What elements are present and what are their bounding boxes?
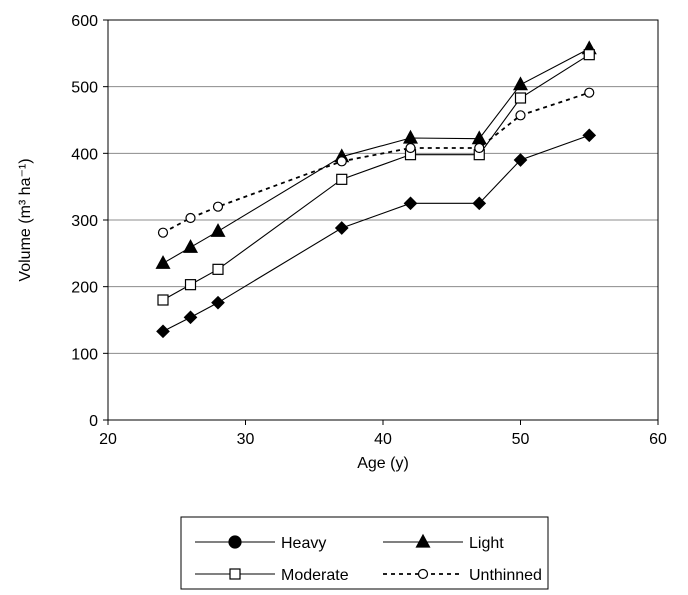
y-tick-label: 300 <box>71 213 98 230</box>
data-point-light <box>155 255 171 269</box>
data-point-unthinned <box>212 201 224 212</box>
series-line-heavy <box>162 134 590 332</box>
gridlines <box>108 19 658 354</box>
legend-label-unthinned: Unthinned <box>469 567 542 584</box>
data-point-unthinned <box>336 156 347 167</box>
y-tick-label: 600 <box>71 13 98 30</box>
series-line-light <box>162 48 590 264</box>
x-tick-label: 50 <box>512 431 530 448</box>
data-point-unthinned <box>185 212 196 224</box>
y-axis-label: Volume (m³ ha⁻¹) <box>17 158 34 281</box>
data-point-light <box>512 76 529 91</box>
series-line-moderate <box>162 54 590 301</box>
legend-item-moderate: Moderate <box>195 567 349 584</box>
series-moderate <box>157 49 595 306</box>
data-point-heavy <box>211 295 225 310</box>
axis-ticks: 0 100 200 300 400 500 600 20 30 40 50 60 <box>71 13 667 448</box>
data-point-heavy <box>156 324 170 339</box>
legend-label-heavy: Heavy <box>281 535 326 552</box>
x-axis-label: Age (y) <box>357 455 409 472</box>
data-point-moderate <box>184 279 197 291</box>
y-tick-label: 100 <box>71 346 98 363</box>
x-tick-label: 60 <box>649 431 667 448</box>
x-tick-label: 30 <box>237 431 255 448</box>
legend-marker-unthinned <box>417 568 429 580</box>
y-tick-label: 500 <box>71 80 98 97</box>
series-heavy <box>156 128 597 339</box>
legend-marker-moderate <box>229 568 241 580</box>
legend-item-heavy: Heavy <box>195 535 326 552</box>
data-point-light <box>182 239 199 253</box>
y-tick-label: 0 <box>89 413 98 430</box>
data-point-moderate <box>336 173 348 185</box>
series-line-unthinned <box>162 91 590 234</box>
legend-marker-light <box>415 533 431 548</box>
x-tick-label: 20 <box>99 431 117 448</box>
data-point-unthinned <box>157 227 169 238</box>
legend-box <box>180 516 549 590</box>
data-point-unthinned <box>584 87 595 98</box>
legend-label-moderate: Moderate <box>281 567 349 584</box>
data-point-moderate <box>212 263 224 275</box>
data-point-heavy <box>472 196 487 211</box>
data-point-moderate <box>514 92 527 104</box>
data-point-unthinned <box>474 142 485 154</box>
x-tick-label: 40 <box>374 431 392 448</box>
data-point-light <box>402 129 419 144</box>
data-point-moderate <box>583 49 595 61</box>
series-layer <box>155 40 597 339</box>
data-point-heavy <box>334 221 349 235</box>
data-point-heavy <box>513 153 528 167</box>
legend-item-unthinned: Unthinned <box>383 567 542 584</box>
y-tick-label: 200 <box>71 280 98 297</box>
data-point-light <box>210 223 226 237</box>
y-tick-label: 400 <box>71 146 98 163</box>
legend: Heavy Light Moderate Unthinned <box>180 516 549 590</box>
legend-marker-heavy <box>228 535 242 549</box>
data-point-unthinned <box>515 110 526 121</box>
legend-label-light: Light <box>469 535 504 552</box>
data-point-heavy <box>183 310 198 325</box>
legend-item-light: Light <box>383 533 504 552</box>
data-point-heavy <box>403 196 418 211</box>
data-point-moderate <box>157 294 169 306</box>
series-unthinned <box>157 87 595 238</box>
data-point-unthinned <box>405 142 416 154</box>
data-point-heavy <box>582 128 597 143</box>
